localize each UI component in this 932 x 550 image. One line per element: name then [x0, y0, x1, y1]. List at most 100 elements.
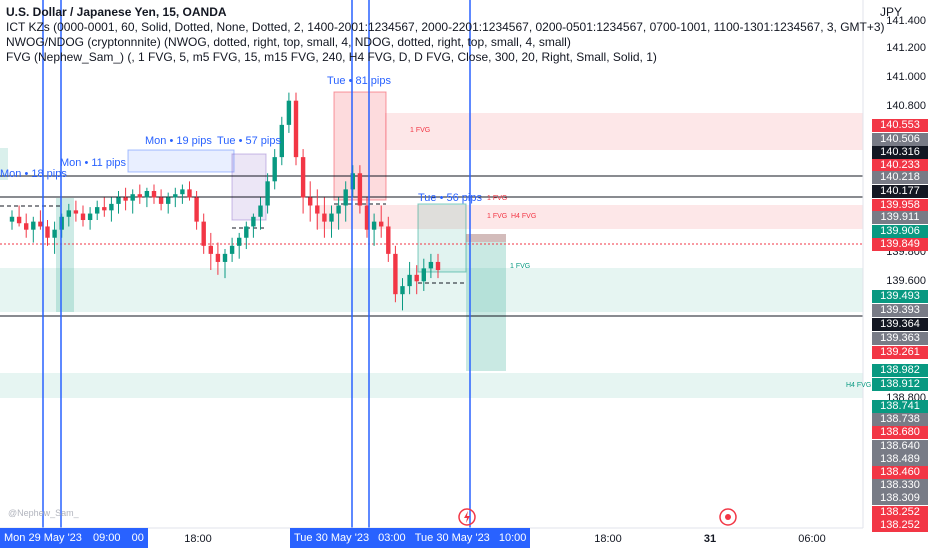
price-label: 139.906 [872, 225, 928, 238]
candle-body [109, 203, 114, 211]
candle-body [265, 181, 270, 206]
candle-body [24, 223, 29, 230]
candle-body [180, 189, 185, 195]
price-label: 140.218 [872, 171, 928, 184]
candle-body [300, 157, 306, 198]
candle-body [386, 226, 391, 254]
candle-body [80, 213, 86, 221]
time-marker-label: Mon 29 May '23 09:00 00 [0, 528, 148, 548]
price-tick: 139.600 [886, 275, 926, 287]
price-tick: 140.800 [886, 100, 926, 112]
session-annotation: Tue • 57 pips [217, 135, 281, 147]
candle-body [187, 189, 192, 198]
fvg-label: H4 FVG [846, 382, 872, 389]
candle-body [237, 237, 242, 246]
candle-body [102, 207, 107, 211]
candle-body [208, 245, 213, 254]
candle-body [194, 197, 199, 222]
time-tick: 06:00 [798, 533, 826, 545]
price-tick: 141.200 [886, 42, 926, 54]
bearish-fvg-zone [385, 113, 863, 150]
price-label: 138.309 [872, 492, 928, 505]
indicator-nwog[interactable]: NWOG/NDOG (cryptonnnite) (NWOG, dotted, … [6, 35, 571, 49]
candle-body [251, 216, 256, 227]
price-label: 140.177 [872, 185, 928, 198]
candle-body [144, 190, 150, 198]
bearish-fvg-zone [316, 205, 863, 229]
price-label: 138.252 [872, 519, 928, 532]
price-label: 138.982 [872, 364, 928, 377]
candle-body [222, 253, 228, 262]
session-box [56, 198, 74, 312]
session-box [0, 148, 8, 180]
candle-body [130, 194, 135, 201]
indicator-ict-kz[interactable]: ICT KZs (0000-0001, 60, Solid, Dotted, N… [6, 20, 885, 34]
candle-body [229, 245, 235, 254]
candle-body [435, 261, 441, 270]
session-markers [42, 0, 471, 528]
session-box [127, 149, 235, 173]
price-label: 139.911 [872, 211, 928, 224]
price-label: 138.489 [872, 453, 928, 466]
candle-body [201, 221, 206, 246]
candle-body [173, 194, 178, 198]
fvg-label: 1 FVG [410, 127, 431, 134]
candle-body [414, 274, 419, 282]
candle-body [158, 197, 164, 204]
candle-body [308, 197, 313, 206]
indicator-fvg[interactable]: FVG (Nephew_Sam_) (, 1 FVG, 5, m5 FVG, 1… [6, 50, 657, 64]
candle-body [166, 197, 171, 204]
candles [9, 92, 441, 311]
candle-body [87, 213, 93, 221]
price-label: 140.553 [872, 119, 928, 132]
price-label: 139.393 [872, 304, 928, 317]
candle-body [364, 205, 370, 230]
candle-body [343, 189, 348, 206]
watermark: @Nephew_Sam_ [8, 508, 79, 518]
candle-body [258, 205, 263, 217]
candle-body [329, 213, 334, 222]
price-label: 138.330 [872, 479, 928, 492]
candle-body [336, 205, 341, 214]
candle-body [151, 190, 157, 198]
candle-body [16, 216, 22, 224]
price-label: 140.316 [872, 146, 928, 159]
price-label: 138.460 [872, 466, 928, 479]
candle-body [428, 261, 434, 269]
candle-body [95, 207, 100, 214]
session-annotation: Mon • 11 pips [60, 157, 127, 169]
price-label: 140.233 [872, 159, 928, 172]
candle-body [286, 100, 292, 125]
chart-title: U.S. Dollar / Japanese Yen, 15, OANDA [6, 5, 227, 19]
candle-body [357, 173, 363, 206]
candle-body [350, 173, 355, 190]
time-tick: 18:00 [184, 533, 212, 545]
candle-body [31, 221, 36, 230]
price-label: 138.738 [872, 413, 928, 426]
candle-body [400, 286, 405, 295]
price-label: 138.640 [872, 440, 928, 453]
price-label: 139.364 [872, 318, 928, 331]
candle-body [52, 229, 57, 238]
candle-body [123, 197, 128, 201]
time-marker-label: Tue 30 May '23 03:00 Tue 30 May '23 10:0… [290, 528, 531, 548]
price-label: 138.680 [872, 426, 928, 439]
flash-icon[interactable] [458, 508, 476, 526]
candle-body [45, 226, 50, 238]
time-tick: 31 [703, 533, 717, 545]
candle-body [38, 221, 43, 227]
candle-body [66, 210, 71, 217]
session-annotation: Mon • 19 pips [145, 135, 212, 147]
price-tick: 141.000 [886, 71, 926, 83]
session-box [466, 234, 506, 242]
record-icon[interactable] [719, 508, 737, 526]
session-box [466, 234, 506, 371]
candle-body [371, 221, 377, 230]
session-box [417, 203, 467, 273]
bullish-fvg-zone [0, 373, 863, 398]
price-label: 138.252 [872, 506, 928, 519]
price-tick: 141.400 [886, 15, 926, 27]
candle-body [272, 157, 277, 182]
candle-body [279, 124, 284, 158]
